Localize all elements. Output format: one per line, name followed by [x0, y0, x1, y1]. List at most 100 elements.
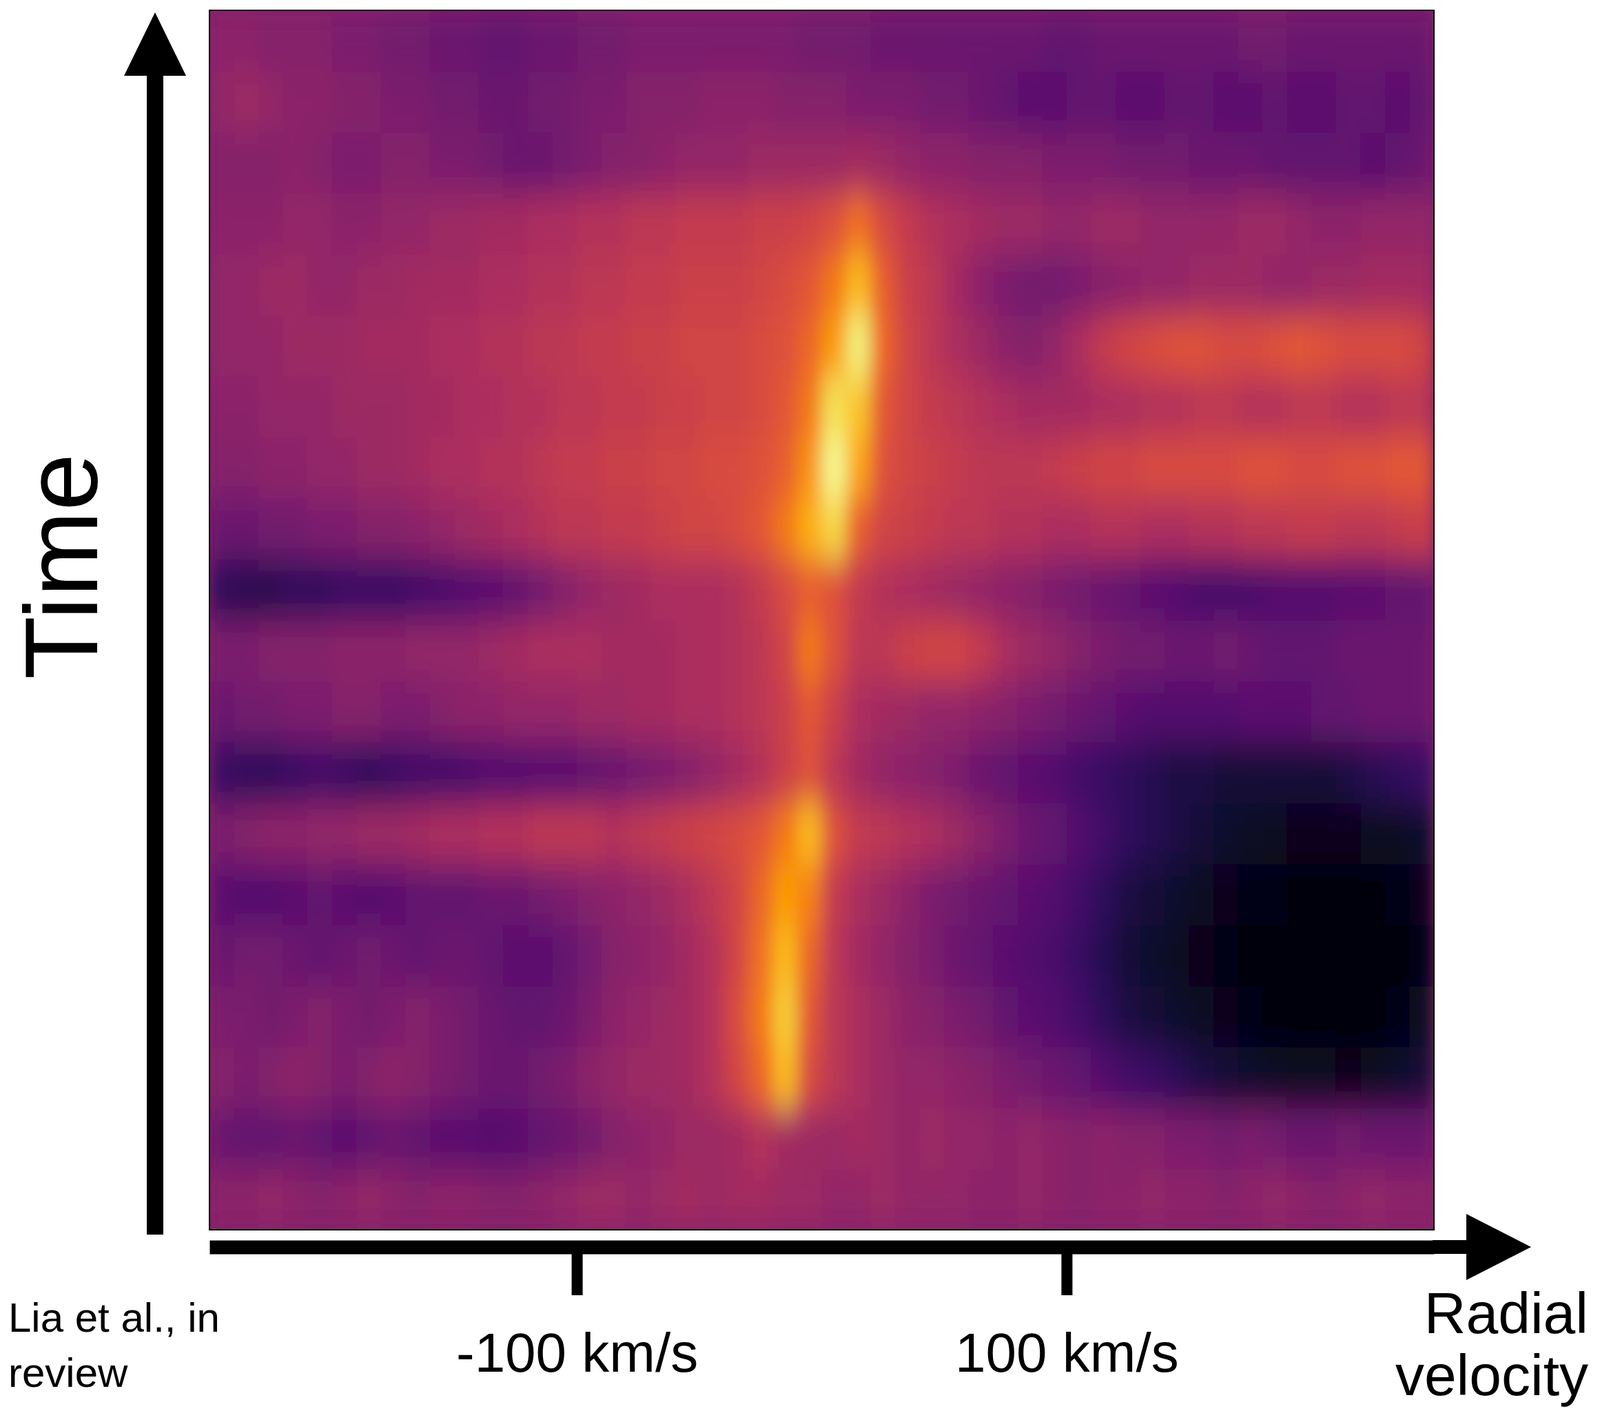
heatmap-cell	[1115, 864, 1141, 926]
heatmap-cell	[650, 681, 676, 743]
heatmap-cell	[552, 254, 578, 316]
heatmap-cell	[1017, 559, 1043, 621]
heatmap-cell	[1164, 620, 1190, 682]
heatmap-cell	[772, 437, 798, 499]
heatmap-cell	[552, 315, 578, 377]
heatmap-cell	[1409, 132, 1434, 194]
heatmap-cell	[1090, 315, 1116, 377]
heatmap-cell	[1189, 559, 1215, 621]
heatmap-cell	[723, 620, 749, 682]
heatmap-cell	[332, 193, 357, 255]
heatmap-cell	[332, 1108, 357, 1170]
heatmap-cell	[332, 803, 357, 865]
heatmap-cell	[846, 925, 871, 987]
heatmap-cell	[1287, 132, 1312, 194]
heatmap-cell	[919, 254, 945, 316]
heatmap-cell	[381, 681, 406, 743]
heatmap-cell	[478, 925, 504, 987]
heatmap-cell	[1017, 71, 1043, 133]
heatmap-cell	[1164, 132, 1190, 194]
heatmap-cell	[797, 498, 823, 560]
heatmap-cell	[1385, 681, 1410, 743]
x-tick-label: 100 km/s	[955, 1322, 1179, 1384]
heatmap-cell	[576, 254, 602, 316]
heatmap-cell	[625, 193, 651, 255]
heatmap-cell	[1311, 254, 1337, 316]
heatmap-cell	[1213, 437, 1239, 499]
heatmap-cell	[797, 986, 823, 1048]
heatmap-cell	[1311, 803, 1337, 865]
heatmap-cell	[1385, 10, 1410, 72]
heatmap-cell	[1041, 803, 1067, 865]
heatmap-cell	[1090, 681, 1116, 743]
heatmap-cell	[822, 315, 847, 377]
heatmap-cell	[1115, 1169, 1141, 1231]
heatmap-cell	[381, 559, 406, 621]
heatmap-cell	[283, 742, 309, 804]
heatmap-cell	[234, 620, 260, 682]
heatmap-cell	[625, 864, 651, 926]
heatmap-cell	[1140, 10, 1166, 72]
heatmap-cell	[674, 925, 700, 987]
heatmap-cell	[1311, 1047, 1337, 1109]
heatmap-cell	[1360, 132, 1386, 194]
heatmap-cell	[429, 620, 455, 682]
heatmap-cell	[1409, 803, 1434, 865]
heatmap-cell	[1017, 620, 1043, 682]
heatmap-cell	[944, 986, 969, 1048]
heatmap-cell	[699, 559, 725, 621]
heatmap-cell	[1287, 437, 1312, 499]
heatmap-cell	[601, 742, 627, 804]
heatmap-cell	[992, 864, 1018, 926]
heatmap-cell	[234, 559, 260, 621]
heatmap-cell	[234, 1169, 260, 1231]
heatmap-cell	[527, 742, 553, 804]
heatmap-cell	[332, 742, 357, 804]
heatmap-cell	[1213, 1108, 1239, 1170]
heatmap-cell	[1238, 315, 1264, 377]
x-tick-mark	[1061, 1247, 1073, 1296]
heatmap-cell	[1262, 559, 1288, 621]
heatmap-cell	[748, 315, 774, 377]
heatmap-cell	[723, 71, 749, 133]
x-tick-mark	[571, 1247, 583, 1296]
heatmap-cell	[527, 1108, 553, 1170]
heatmap-cell	[429, 925, 455, 987]
heatmap-cell	[1360, 1108, 1386, 1170]
heatmap-cell	[527, 254, 553, 316]
heatmap-cell	[1017, 193, 1043, 255]
heatmap-cell	[772, 620, 798, 682]
heatmap-cell	[527, 864, 553, 926]
heatmap-cell	[944, 1108, 969, 1170]
heatmap-cell	[307, 559, 333, 621]
heatmap-cell	[797, 1047, 823, 1109]
heatmap-cell	[699, 193, 725, 255]
heatmap-cell	[1409, 742, 1434, 804]
heatmap-cell	[1090, 742, 1116, 804]
heatmap-cell	[1017, 10, 1043, 72]
heatmap-cell	[1238, 437, 1264, 499]
heatmap-cell	[1017, 498, 1043, 560]
heatmap-cell	[772, 925, 798, 987]
heatmap-cell	[258, 376, 284, 438]
heatmap-cell	[1213, 376, 1239, 438]
heatmap-cell	[919, 132, 945, 194]
heatmap-cell	[601, 132, 627, 194]
heatmap-cell	[1017, 376, 1043, 438]
heatmap-cell	[846, 498, 871, 560]
heatmap-cell	[527, 925, 553, 987]
heatmap-cell	[1262, 1108, 1288, 1170]
heatmap-cell	[307, 986, 333, 1048]
heatmap-cell	[356, 376, 382, 438]
heatmap-cell	[576, 1169, 602, 1231]
heatmap-cell	[1360, 803, 1386, 865]
heatmap-cell	[1066, 193, 1092, 255]
heatmap-cell	[1189, 315, 1215, 377]
heatmap-cell	[552, 1108, 578, 1170]
heatmap-cell	[723, 742, 749, 804]
heatmap-cell	[674, 376, 700, 438]
heatmap-cell	[429, 376, 455, 438]
heatmap-cell	[478, 132, 504, 194]
heatmap-cell	[601, 498, 627, 560]
heatmap-cell	[332, 10, 357, 72]
